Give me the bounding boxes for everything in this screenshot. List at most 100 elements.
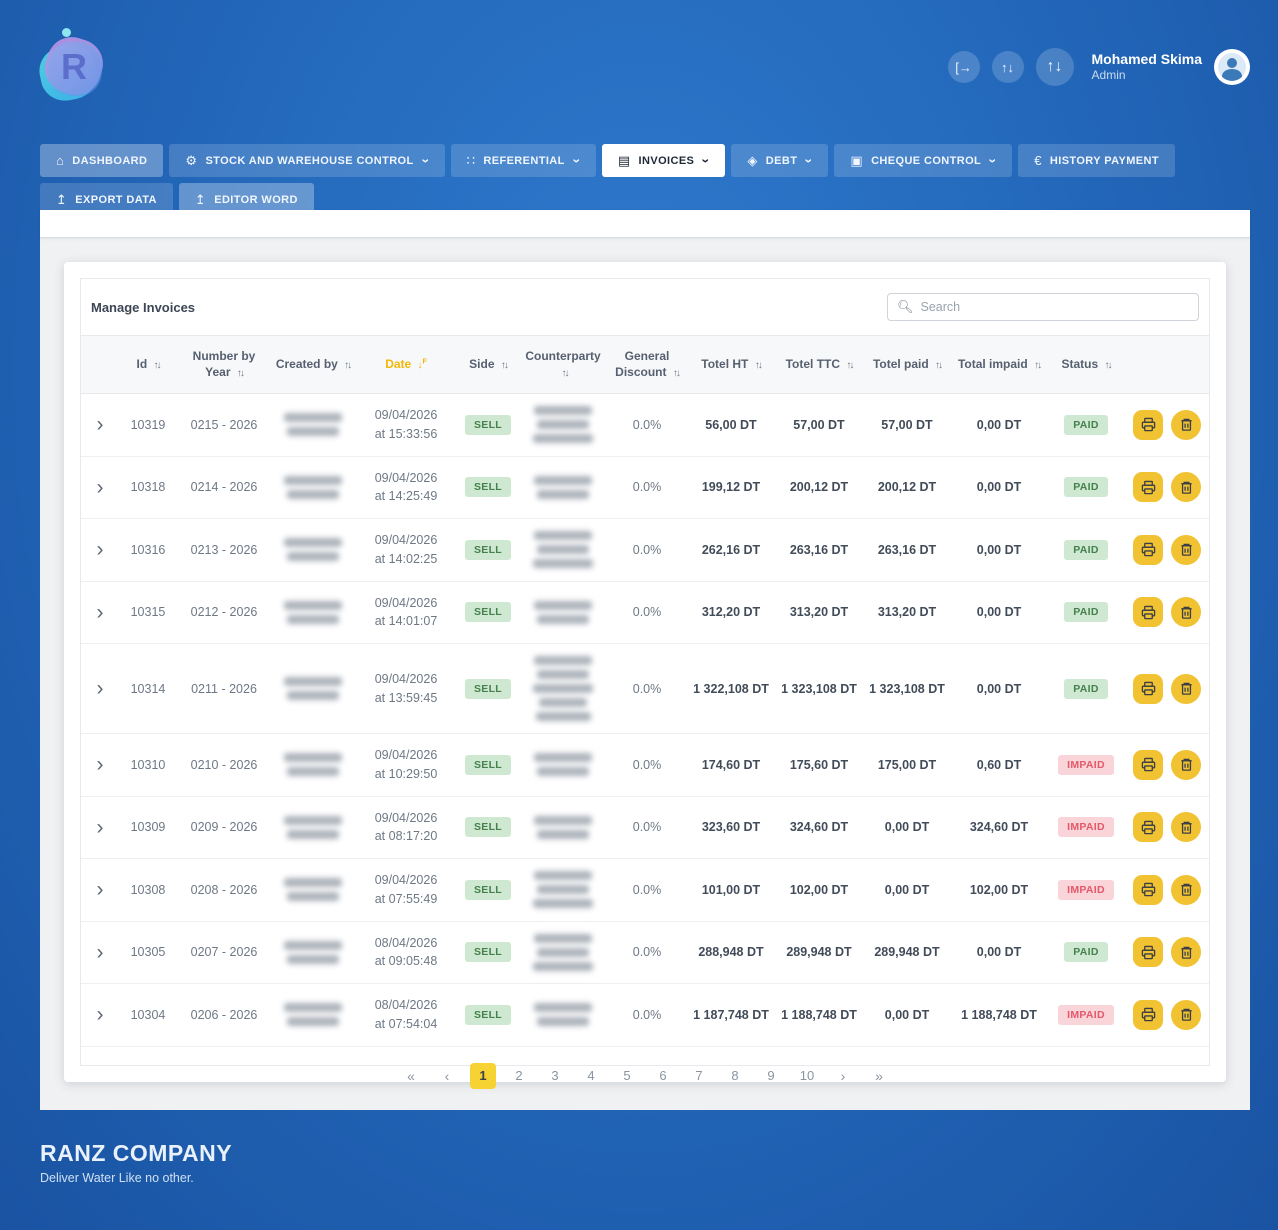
time-value: at 10:29:50 [374,766,438,781]
cell-general-discount: 0.0% [632,882,662,897]
print-button[interactable] [1133,937,1163,968]
row-expand-chevron-icon[interactable]: › [96,815,104,839]
print-button[interactable] [1133,749,1163,780]
redacted-line [533,434,593,444]
redacted-line [534,1003,592,1013]
sort-icon: ↑↓ [754,360,763,372]
cell-created-by [271,815,355,839]
delete-button[interactable] [1171,597,1201,628]
swap-arrows-icon[interactable]: ↑↓ [991,51,1024,83]
pagination-page-9[interactable]: 9 [767,1068,775,1083]
print-button[interactable] [1133,534,1163,565]
pagination-page-10[interactable]: 10 [799,1068,815,1083]
logout-icon[interactable]: [→ [947,51,980,83]
column-header-totel-ttc[interactable]: Totel TTC ↑↓ [785,357,855,372]
row-expand-chevron-icon[interactable]: › [96,878,104,902]
print-button[interactable] [1133,999,1163,1030]
cell-date: 09/04/2026 at 14:02:25 [355,531,457,569]
counterparty-redacted [523,531,603,569]
column-header-created-by[interactable]: Created by ↑↓ [275,357,352,372]
column-header-id[interactable]: Id ↑↓ [136,357,162,372]
debt-icon: ◈ [747,152,758,168]
pagination-last-button[interactable]: » [875,1067,883,1084]
nav-item-stock-and-warehouse-control[interactable]: ⚙ STOCK AND WAREHOUSE CONTROL › [169,144,445,177]
cell-total-ht: 101,00 DT [701,882,761,897]
cell-total-ht: 312,20 DT [701,605,761,620]
pagination-next-button[interactable]: › [840,1067,846,1084]
column-header-counterparty[interactable]: Counterparty ↑↓ [525,349,601,380]
pagination-page-1[interactable]: 1 [470,1062,496,1089]
delete-button[interactable] [1171,472,1201,503]
row-expand-chevron-icon[interactable]: › [96,475,104,499]
print-button[interactable] [1133,673,1163,704]
row-expand-chevron-icon[interactable]: › [96,538,104,562]
redacted-line [537,767,589,777]
delete-button[interactable] [1171,999,1201,1030]
column-header-side[interactable]: Side ↑↓ [469,357,509,372]
cell-status: IMPAID [1047,879,1125,900]
pagination-page-2[interactable]: 2 [515,1068,523,1083]
swap-arrows-icon[interactable]: ↑↓ [1035,48,1074,86]
status-badge: PAID [1064,539,1108,560]
nav-item-invoices[interactable]: ▤ INVOICES › [601,144,726,177]
row-expand-chevron-icon[interactable]: › [96,413,104,437]
nav-item-history-payment[interactable]: € HISTORY PAYMENT [1018,144,1175,177]
cell-side: SELL [457,678,519,699]
column-header-date[interactable]: Date ↓F [385,357,427,372]
nav-item-debt[interactable]: ◈ DEBT › [731,144,829,177]
delete-button[interactable] [1171,534,1201,565]
print-button[interactable] [1133,472,1163,503]
cell-total-impaid: 0,00 DT [976,681,1022,696]
pagination-page-4[interactable]: 4 [587,1068,595,1083]
delete-button[interactable] [1171,874,1201,905]
row-expand-chevron-icon[interactable]: › [96,600,104,624]
redacted-line [533,899,593,909]
print-button[interactable] [1133,409,1163,440]
cheque-icon: ▣ [850,152,864,168]
pagination-page-6[interactable]: 6 [659,1068,667,1083]
cell-total-impaid: 102,00 DT [969,882,1029,897]
column-header-number-by-year[interactable]: Number by Year ↑↓ [192,349,256,380]
cell-total-paid: 263,16 DT [877,542,937,557]
row-expand-chevron-icon[interactable]: › [96,677,104,700]
cell-number-by-year: 0208 - 2026 [190,882,258,897]
cell-number-by-year: 0211 - 2026 [191,681,257,696]
counterparty-redacted [523,475,603,499]
pagination-page-7[interactable]: 7 [695,1068,703,1083]
nav-item-dashboard[interactable]: ⌂ DASHBOARD [40,144,164,177]
delete-button[interactable] [1171,673,1201,704]
search-box[interactable]: 🔍︎ [887,293,1199,321]
nav-item-cheque-control[interactable]: ▣ CHEQUE CONTROL › [834,144,1013,177]
pagination-prev-button[interactable]: ‹ [444,1067,450,1084]
pagination-page-8[interactable]: 8 [731,1068,739,1083]
expander-cell: › [81,754,119,775]
cell-status: PAID [1047,678,1125,699]
print-button[interactable] [1133,812,1163,843]
pagination-page-3[interactable]: 3 [551,1068,559,1083]
user-role: Admin [1091,68,1126,83]
search-input[interactable] [920,300,1189,314]
pagination-page-5[interactable]: 5 [623,1068,631,1083]
pagination-first-button[interactable]: « [407,1067,415,1084]
delete-button[interactable] [1171,409,1201,440]
row-expand-chevron-icon[interactable]: › [96,1003,104,1027]
cell-total-impaid: 1 188,748 DT [961,1007,1037,1022]
delete-button[interactable] [1171,812,1201,843]
column-header-general-discount[interactable]: General Discount ↑↓ [615,349,681,380]
print-button[interactable] [1133,597,1163,628]
delete-button[interactable] [1171,937,1201,968]
column-header-total-impaid[interactable]: Total impaid ↑↓ [957,357,1042,372]
column-header-totel-paid[interactable]: Totel paid ↑↓ [872,357,943,372]
row-expand-chevron-icon[interactable]: › [96,753,104,777]
avatar[interactable] [1214,49,1250,85]
cell-total-impaid: 0,00 DT [976,605,1022,620]
nav-item-referential[interactable]: ∷ REFERENTIAL › [450,144,596,177]
column-header-totel-ht[interactable]: Totel HT ↑↓ [701,357,763,372]
row-expand-chevron-icon[interactable]: › [96,940,104,964]
delete-button[interactable] [1171,749,1201,780]
column-header-status[interactable]: Status ↑↓ [1061,357,1112,372]
print-button[interactable] [1133,874,1163,905]
cell-date: 09/04/2026 at 15:33:56 [355,406,457,444]
cell-number-by-year: 0212 - 2026 [190,605,258,620]
redacted-line [284,940,342,950]
